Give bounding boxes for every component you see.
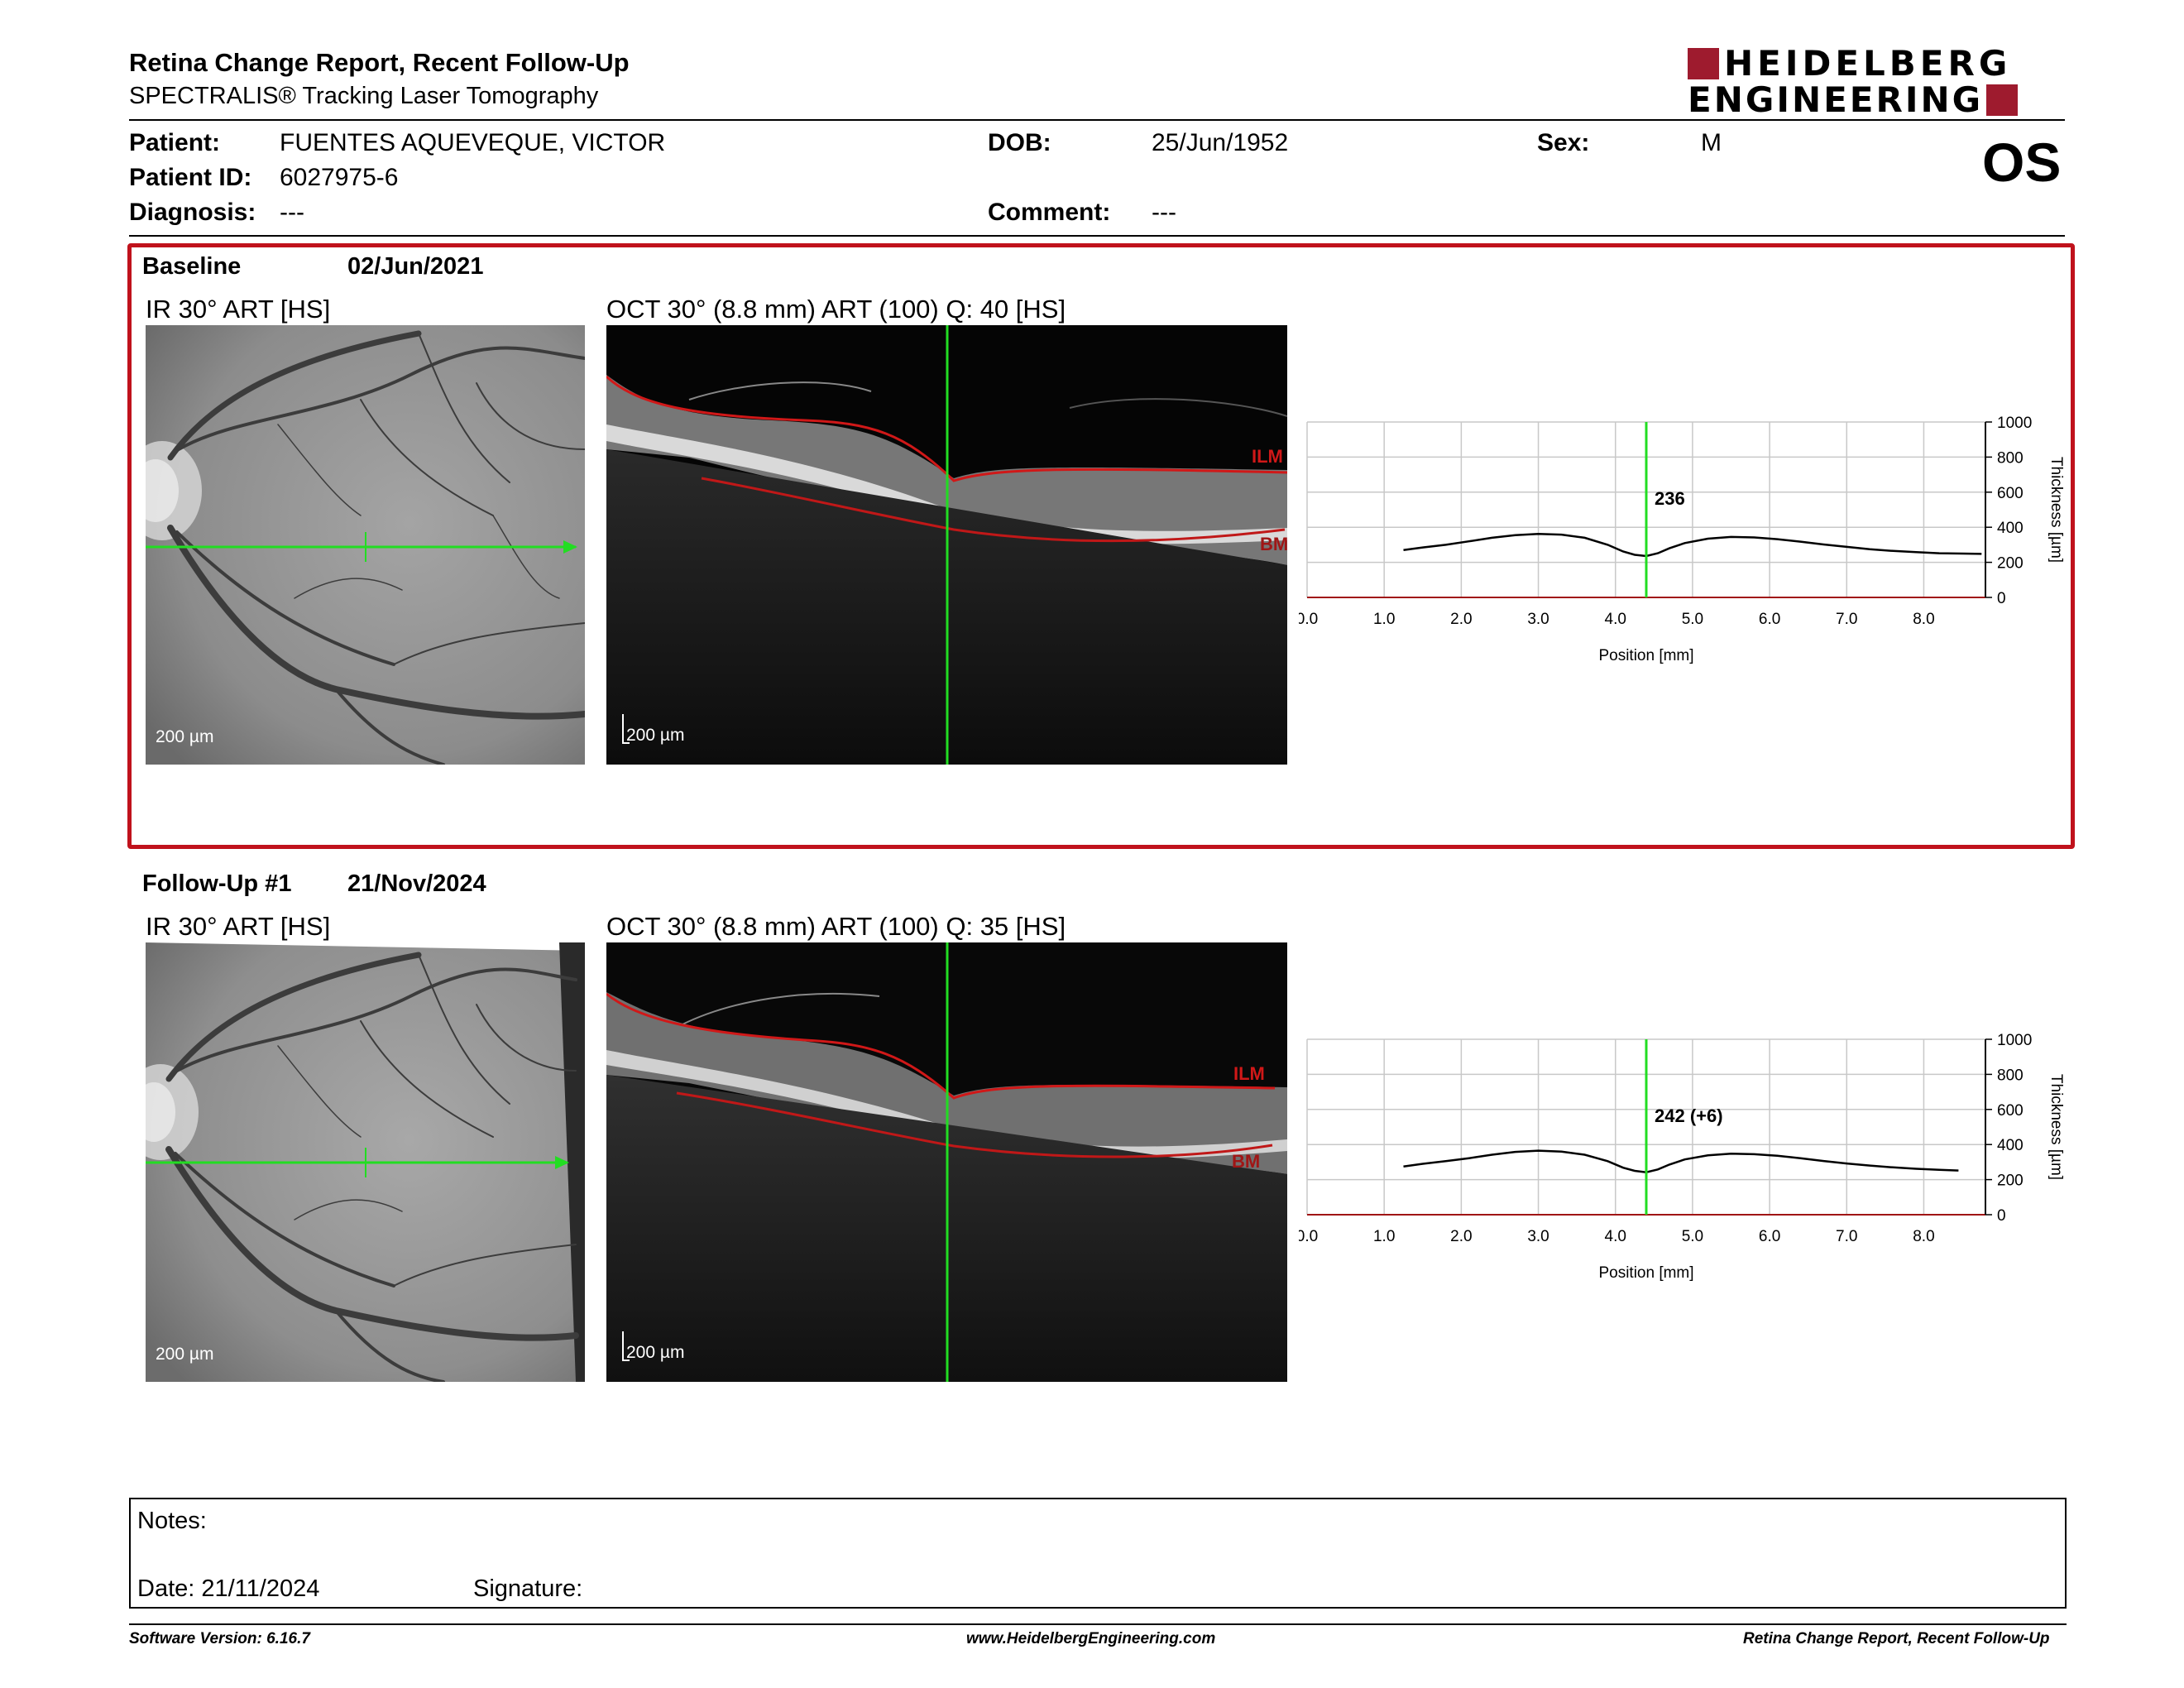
baseline-thickness-chart: 0 200 400 600 800 1000 0.0 1.0 2.0 3.0 4.0 5.0 6.0 7.… xyxy=(1299,415,2065,664)
followup-label: Follow-Up #1 xyxy=(142,870,292,897)
chart0-y-axis-label: Thickness [µm] xyxy=(2048,457,2065,563)
baseline-date: 02/Jun/2021 xyxy=(347,253,484,280)
comment-label: Comment: xyxy=(988,199,1111,226)
baseline-bm-label: BM xyxy=(1260,534,1287,554)
sex-label: Sex: xyxy=(1537,129,1590,156)
followup-ilm-label: ILM xyxy=(1233,1063,1265,1084)
dob-label: DOB: xyxy=(988,129,1051,156)
footer-website[interactable]: www.HeidelbergEngineering.com xyxy=(966,1630,1216,1647)
baseline-ir-scale: 200 µm xyxy=(156,727,214,746)
footer-software-version: Software Version: 6.16.7 xyxy=(129,1630,310,1647)
notes-signature: Signature: xyxy=(473,1575,583,1602)
chart0-x-tick-label: 3.0 xyxy=(1527,611,1549,628)
chart0-x-tick-label: 5.0 xyxy=(1682,611,1703,628)
chart0-x-tick-label: 6.0 xyxy=(1759,611,1780,628)
chart0-x-tick-label: 1.0 xyxy=(1373,611,1395,628)
chart1-y-tick-label: 1000 xyxy=(1997,1032,2032,1049)
patient-label: Patient: xyxy=(129,129,221,156)
chart0-x-tick-label: 4.0 xyxy=(1605,611,1626,628)
chart1-thickness-series-line xyxy=(1403,1149,1959,1173)
chart0-y-tick-label: 400 xyxy=(1997,520,2024,537)
notes-date: Date: 21/11/2024 xyxy=(137,1575,320,1602)
baseline-ilm-label: ILM xyxy=(1252,446,1283,467)
chart0-marker-label: 236 xyxy=(1655,488,1685,509)
chart0-y-tick-label: 0 xyxy=(1997,590,2006,607)
followup-thickness-chart: 0 200 400 600 800 1000 0.0 1.0 2.0 3.0 4.0 5.0 6.0 7.… xyxy=(1299,1032,2065,1282)
baseline-oct-scale: 200 µm xyxy=(626,726,685,745)
chart1-y-tick-label: 800 xyxy=(1997,1067,2024,1084)
diagnosis-label: Diagnosis: xyxy=(129,199,256,226)
comment-value: --- xyxy=(1152,199,1176,226)
footer-divider xyxy=(129,1623,2067,1625)
chart0-y-tick-label: 1000 xyxy=(1997,415,2032,432)
diagnosis-value: --- xyxy=(280,199,304,226)
chart0-y-tick-label: 800 xyxy=(1997,449,2024,467)
logo-line2: ENGINEERING xyxy=(1688,79,1984,120)
patient-id: 6027975-6 xyxy=(280,164,399,191)
eye-laterality: OS xyxy=(1982,132,2062,193)
logo-line1: HEIDELBERG xyxy=(1724,43,2012,84)
chart0-y-tick-label: 600 xyxy=(1997,485,2024,502)
baseline-oct-caption: OCT 30° (8.8 mm) ART (100) Q: 40 [HS] xyxy=(606,295,1066,324)
followup-ir-fundus-image[interactable]: 200 µm xyxy=(146,942,585,1382)
chart1-x-axis-label: Position [mm] xyxy=(1598,1264,1693,1282)
chart1-x-tick-label: 5.0 xyxy=(1682,1228,1703,1245)
patient-divider xyxy=(129,235,2065,237)
followup-ir-scale: 200 µm xyxy=(156,1345,214,1364)
chart1-y-tick-label: 0 xyxy=(1997,1207,2006,1225)
chart1-x-tick-label: 4.0 xyxy=(1605,1228,1626,1245)
chart1-y-axis-label: Thickness [µm] xyxy=(2048,1074,2065,1180)
chart1-marker-label: 242 (+6) xyxy=(1655,1105,1723,1126)
chart1-x-tick-label: 1.0 xyxy=(1373,1228,1395,1245)
baseline-label: Baseline xyxy=(142,253,242,280)
chart1-x-tick-label: 0.0 xyxy=(1299,1228,1318,1245)
header-divider xyxy=(129,119,2065,121)
baseline-oct-bscan-image[interactable]: ILM BM 200 µm xyxy=(606,325,1287,765)
followup-ir-caption: IR 30° ART [HS] xyxy=(146,912,331,941)
chart0-y-tick-label: 200 xyxy=(1997,555,2024,573)
chart1-x-tick-label: 7.0 xyxy=(1836,1228,1857,1245)
chart0-x-tick-label: 8.0 xyxy=(1913,611,1934,628)
followup-oct-caption: OCT 30° (8.8 mm) ART (100) Q: 35 [HS] xyxy=(606,912,1066,941)
chart1-x-tick-label: 8.0 xyxy=(1913,1228,1934,1245)
followup-bm-label: BM xyxy=(1232,1151,1260,1172)
chart0-thickness-series-line xyxy=(1403,533,1982,558)
chart0-x-tick-label: 2.0 xyxy=(1450,611,1472,628)
chart1-y-tick-label: 600 xyxy=(1997,1102,2024,1120)
notes-box[interactable]: Notes: Date: 21/11/2024 Signature: xyxy=(129,1498,2067,1609)
chart0-x-tick-label: 7.0 xyxy=(1836,611,1857,628)
baseline-ir-caption: IR 30° ART [HS] xyxy=(146,295,331,324)
report-title: Retina Change Report, Recent Follow-Up xyxy=(129,48,630,77)
footer-report-name: Retina Change Report, Recent Follow-Up xyxy=(1743,1630,2050,1647)
dob-value: 25/Jun/1952 xyxy=(1152,129,1289,156)
chart0-x-axis-label: Position [mm] xyxy=(1598,647,1693,664)
chart1-y-tick-label: 200 xyxy=(1997,1172,2024,1190)
followup-date: 21/Nov/2024 xyxy=(347,870,486,897)
baseline-ir-fundus-image[interactable]: 200 µm xyxy=(146,325,585,765)
baseline-highlight-box xyxy=(127,243,2075,849)
chart1-x-tick-label: 3.0 xyxy=(1527,1228,1549,1245)
notes-label: Notes: xyxy=(137,1508,207,1534)
chart1-y-tick-label: 400 xyxy=(1997,1137,2024,1154)
followup-oct-bscan-image[interactable]: ILM BM 200 µm xyxy=(606,942,1287,1382)
chart0-x-tick-label: 0.0 xyxy=(1299,611,1318,628)
report-subtitle: SPECTRALIS® Tracking Laser Tomography xyxy=(129,83,599,109)
chart1-x-tick-label: 2.0 xyxy=(1450,1228,1472,1245)
patient-name: FUENTES AQUEVEQUE, VICTOR xyxy=(280,129,666,156)
chart1-x-tick-label: 6.0 xyxy=(1759,1228,1780,1245)
followup-oct-scale: 200 µm xyxy=(626,1343,685,1362)
patient-id-label: Patient ID: xyxy=(129,164,252,191)
sex-value: M xyxy=(1701,129,1722,156)
